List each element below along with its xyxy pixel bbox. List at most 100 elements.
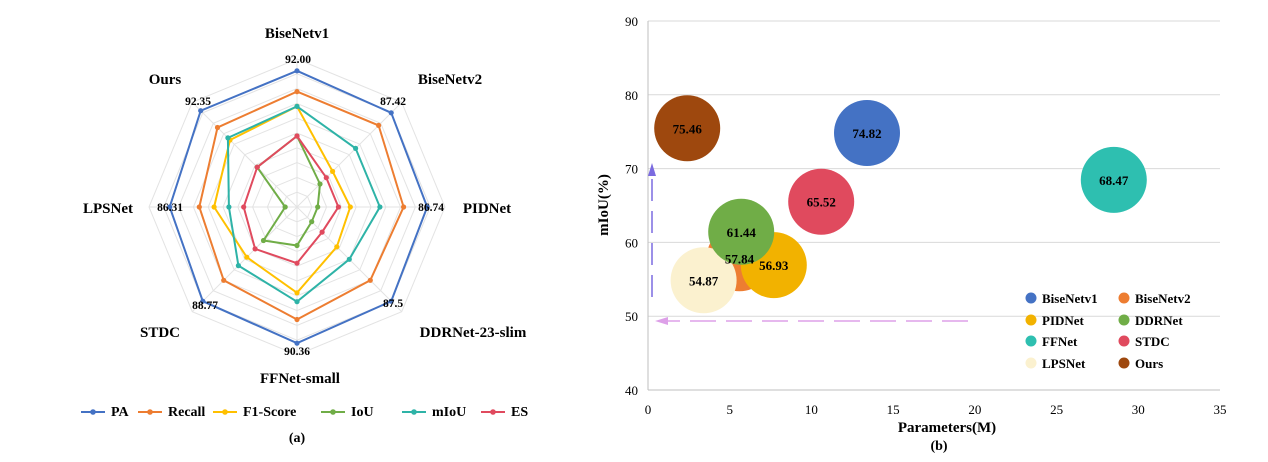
bubble-value-label: 65.52	[807, 195, 836, 210]
radar-legend-marker	[222, 409, 228, 415]
radar-point-pa	[424, 204, 430, 210]
legend-marker	[1025, 335, 1037, 347]
radar-legend-label: IoU	[351, 405, 374, 420]
arrow-left-head	[655, 317, 668, 325]
legend-marker	[1025, 314, 1037, 326]
legend-label: LPSNet	[1042, 356, 1086, 371]
y-tick-label: 70	[625, 162, 638, 177]
radar-point-recall	[401, 204, 407, 210]
radar-point-es	[335, 204, 341, 210]
radar-legend-marker	[90, 409, 96, 415]
legend-marker	[1118, 335, 1130, 347]
radar-caption: (a)	[289, 431, 306, 446]
radar-axis-label: PIDNet	[463, 201, 511, 217]
radar-point-iou	[260, 237, 267, 244]
radar-point-miou	[346, 256, 352, 262]
bubble-ffnet	[1080, 146, 1147, 213]
radar-point-iou	[317, 181, 323, 187]
x-tick-label: 30	[1132, 402, 1145, 417]
radar-point-miou	[294, 103, 300, 109]
radar-point-f1-score	[294, 290, 300, 296]
radar-legend-label: mIoU	[432, 405, 466, 420]
radar-legend-marker	[330, 409, 336, 415]
radar-point-recall	[214, 124, 221, 131]
radar-value-label: 90.36	[284, 346, 310, 358]
radar-point-iou	[309, 219, 315, 225]
radar-axis-label: BiseNetv2	[418, 72, 482, 88]
radar-point-recall	[294, 316, 300, 323]
x-tick-label: 15	[887, 402, 900, 417]
radar-series	[167, 68, 430, 346]
radar-grid-spoke	[191, 206, 298, 313]
bubble-bisenetv1	[834, 100, 900, 166]
radar-point-es	[294, 260, 300, 266]
legend-marker	[1118, 292, 1130, 304]
bubble-lpsnet	[670, 247, 737, 314]
y-axis-title: mIoU(%)	[596, 174, 612, 236]
legend-marker	[1118, 314, 1130, 326]
legend-label: Ours	[1135, 356, 1163, 371]
radar-grid-spoke	[191, 101, 298, 208]
legend-marker	[1025, 357, 1037, 369]
legend-label: BiseNetv2	[1135, 291, 1191, 306]
radar-point-es	[294, 133, 300, 139]
bubble-legend: BiseNetv1 BiseNetv2 PIDNet DDRNet FFNet STDC L…	[1025, 291, 1191, 371]
bubble-arrows	[648, 163, 968, 325]
radar-point-f1-score	[244, 254, 250, 260]
radar-point-recall	[367, 277, 373, 283]
radar-point-pa	[167, 204, 173, 210]
radar-value-label: 86.31	[157, 202, 183, 214]
radar-legend-label: Recall	[168, 405, 205, 420]
legend-label: PIDNet	[1042, 313, 1085, 328]
bubble-value-label: 75.46	[673, 121, 703, 136]
radar-axis-label: LPSNet	[83, 201, 133, 217]
radar-line-iou	[255, 134, 322, 247]
radar-point-f1-score	[211, 204, 217, 210]
radar-value-label: 86.74	[418, 202, 444, 214]
legend-label: STDC	[1135, 334, 1170, 349]
bubble-value-label: 56.93	[759, 258, 789, 273]
radar-legend-label: PA	[111, 405, 130, 420]
bubble-points: 74.82 68.47 75.46 65.52 57.84 56.93 54.87 61.44	[654, 95, 1147, 314]
radar-axis-label: STDC	[140, 325, 180, 341]
radar-point-es	[252, 246, 258, 252]
x-tick-label: 35	[1214, 402, 1227, 417]
radar-point-miou	[225, 135, 231, 141]
x-tick-label: 20	[968, 402, 981, 417]
radar-point-pa	[388, 298, 394, 304]
radar-point-es	[319, 229, 325, 235]
y-tick-label: 60	[625, 235, 638, 250]
bubble-ddrnet	[708, 198, 775, 265]
radar-axis-label: DDRNet-23-slim	[420, 325, 527, 341]
x-tick-label: 25	[1050, 402, 1063, 417]
radar-value-label: 87.42	[380, 96, 406, 108]
radar-point-recall	[376, 122, 382, 128]
legend-label: BiseNetv1	[1042, 291, 1098, 306]
legend-label: DDRNet	[1135, 313, 1183, 328]
radar-legend-marker	[147, 409, 153, 415]
radar-point-pa	[294, 340, 300, 346]
radar-axis-label: BiseNetv1	[265, 26, 329, 42]
radar-point-iou	[294, 242, 300, 249]
x-tick-label: 0	[645, 402, 652, 417]
radar-legend-label: ES	[511, 405, 528, 420]
radar-point-recall	[294, 89, 300, 95]
radar-axis-labels: BiseNetv1 BiseNetv2 PIDNet DDRNet-23-slim FF…	[83, 26, 527, 387]
bubble-value-label: 68.47	[1099, 173, 1129, 188]
y-tick-label: 90	[625, 14, 638, 29]
bubble-value-label: 74.82	[852, 126, 881, 141]
bubble-caption: (b)	[930, 439, 947, 454]
y-tick-label: 50	[625, 309, 638, 324]
radar-point-iou	[282, 204, 288, 210]
radar-point-iou	[315, 204, 321, 210]
radar-point-recall	[221, 277, 227, 283]
radar-point-pa	[388, 110, 394, 116]
radar-value-label: 92.35	[185, 96, 211, 108]
bubble-value-label: 61.44	[727, 225, 757, 240]
radar-value-labels: 92.00 87.42 86.74 87.5 90.36 88.77 86.31 92.35	[157, 54, 444, 358]
bubble-stdc	[788, 168, 855, 235]
radar-legend-marker	[490, 409, 496, 415]
radar-legend-marker	[411, 409, 417, 415]
radar-point-recall	[196, 204, 202, 210]
